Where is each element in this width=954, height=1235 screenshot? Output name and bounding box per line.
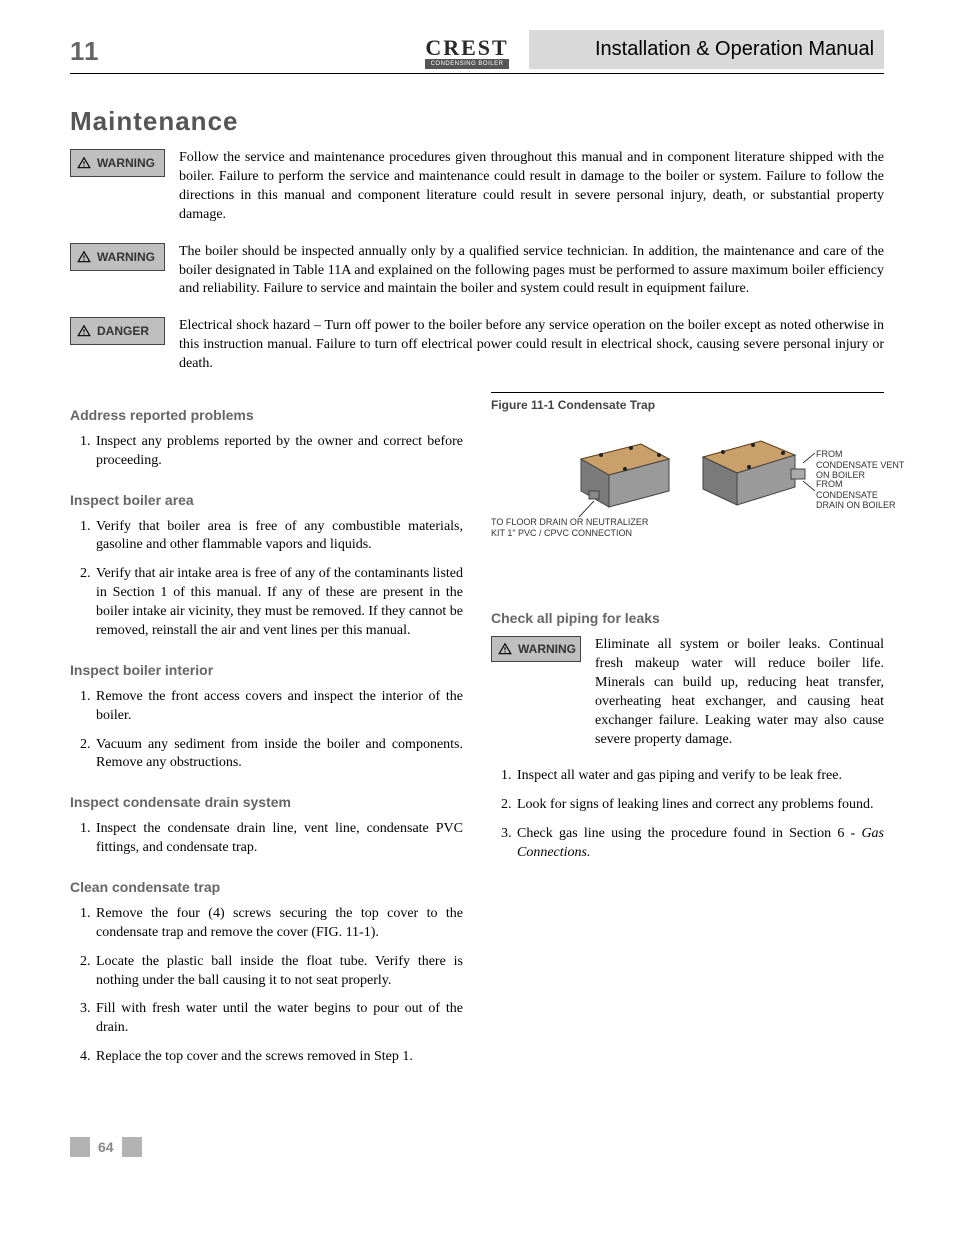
list-item: Remove the four (4) screws securing the … bbox=[94, 905, 463, 943]
list-item: Inspect the condensate drain line, vent … bbox=[94, 820, 463, 858]
list-reported-problems: Inspect any problems reported by the own… bbox=[70, 433, 463, 471]
page-number: 64 bbox=[98, 1138, 114, 1157]
list-item: Check gas line using the procedure found… bbox=[515, 825, 884, 863]
list-item: Locate the plastic ball inside the float… bbox=[94, 953, 463, 991]
section-title: Maintenance bbox=[70, 104, 884, 139]
warning-icon bbox=[77, 250, 91, 264]
list-check-piping: Inspect all water and gas piping and ver… bbox=[491, 767, 884, 863]
list-boiler-interior: Remove the front access covers and inspe… bbox=[70, 688, 463, 774]
footer-square-icon bbox=[122, 1137, 142, 1157]
warning-block-1: WARNING Follow the service and maintenan… bbox=[70, 149, 884, 225]
subhead-check-piping: Check all piping for leaks bbox=[491, 609, 884, 628]
body-columns: Address reported problems Inspect any pr… bbox=[70, 392, 884, 1077]
list-boiler-area: Verify that boiler area is free of any c… bbox=[70, 518, 463, 641]
figure-body: FROM CONDENSATE VENT ON BOILER FROM COND… bbox=[491, 419, 884, 589]
figure-label-vent: FROM CONDENSATE VENT ON BOILER bbox=[816, 449, 906, 480]
danger-label: DANGER bbox=[97, 323, 149, 339]
right-column: Figure 11-1 Condensate Trap bbox=[491, 392, 884, 1077]
manual-title: Installation & Operation Manual bbox=[529, 30, 884, 69]
warning-icon bbox=[77, 324, 91, 338]
list-item-text: Check gas line using the procedure found… bbox=[517, 826, 861, 841]
list-item: Fill with fresh water until the water be… bbox=[94, 1000, 463, 1038]
warning-block-3: DANGER Electrical shock hazard – Turn of… bbox=[70, 317, 884, 374]
piping-warning: WARNING Eliminate all system or boiler l… bbox=[491, 636, 884, 749]
subhead-boiler-interior: Inspect boiler interior bbox=[70, 661, 463, 680]
warning-badge: WARNING bbox=[491, 636, 581, 662]
list-item: Look for signs of leaking lines and corr… bbox=[515, 796, 884, 815]
list-item: Verify that boiler area is free of any c… bbox=[94, 518, 463, 556]
subhead-clean-trap: Clean condensate trap bbox=[70, 878, 463, 897]
danger-badge: DANGER bbox=[70, 317, 165, 345]
brand-name: CREST bbox=[425, 37, 508, 59]
condensate-trap-icon bbox=[691, 429, 821, 519]
warning-badge: WARNING bbox=[70, 149, 165, 177]
footer-square-icon bbox=[70, 1137, 90, 1157]
list-clean-trap: Remove the four (4) screws securing the … bbox=[70, 905, 463, 1067]
brand-block: CREST CONDENSING BOILER bbox=[425, 37, 508, 69]
warning-text: Follow the service and maintenance proce… bbox=[179, 149, 884, 225]
warning-label: WARNING bbox=[518, 641, 576, 657]
left-column: Address reported problems Inspect any pr… bbox=[70, 392, 463, 1077]
figure-label-drain: FROM CONDENSATE DRAIN ON BOILER bbox=[816, 479, 906, 510]
page-footer: 64 bbox=[70, 1137, 884, 1157]
warning-text: The boiler should be inspected annually … bbox=[179, 243, 884, 300]
list-item: Verify that air intake area is free of a… bbox=[94, 565, 463, 641]
list-item: Replace the top cover and the screws rem… bbox=[94, 1048, 463, 1067]
list-item: Vacuum any sediment from inside the boil… bbox=[94, 736, 463, 774]
list-condensate-drain: Inspect the condensate drain line, vent … bbox=[70, 820, 463, 858]
subhead-reported-problems: Address reported problems bbox=[70, 406, 463, 425]
condensate-trap-icon bbox=[561, 429, 681, 519]
figure-caption: Figure 11-1 Condensate Trap bbox=[491, 397, 884, 413]
warning-label: WARNING bbox=[97, 155, 155, 171]
warning-icon bbox=[77, 156, 91, 170]
page-header: 11 CREST CONDENSING BOILER Installation … bbox=[70, 30, 884, 74]
warning-label: WARNING bbox=[97, 249, 155, 265]
list-item: Inspect any problems reported by the own… bbox=[94, 433, 463, 471]
warning-badge: WARNING bbox=[70, 243, 165, 271]
figure-block: Figure 11-1 Condensate Trap bbox=[491, 392, 884, 589]
list-item: Inspect all water and gas piping and ver… bbox=[515, 767, 884, 786]
warning-icon bbox=[498, 642, 512, 656]
subhead-condensate-drain: Inspect condensate drain system bbox=[70, 793, 463, 812]
section-number: 11 bbox=[70, 34, 405, 69]
brand-subtitle: CONDENSING BOILER bbox=[425, 59, 508, 69]
warning-block-2: WARNING The boiler should be inspected a… bbox=[70, 243, 884, 300]
figure-label-floor-drain: TO FLOOR DRAIN OR NEUTRALIZER KIT 1" PVC… bbox=[491, 517, 651, 538]
warning-text: Eliminate all system or boiler leaks. Co… bbox=[595, 636, 884, 749]
list-item: Remove the front access covers and inspe… bbox=[94, 688, 463, 726]
warning-text: Electrical shock hazard – Turn off power… bbox=[179, 317, 884, 374]
subhead-boiler-area: Inspect boiler area bbox=[70, 491, 463, 510]
